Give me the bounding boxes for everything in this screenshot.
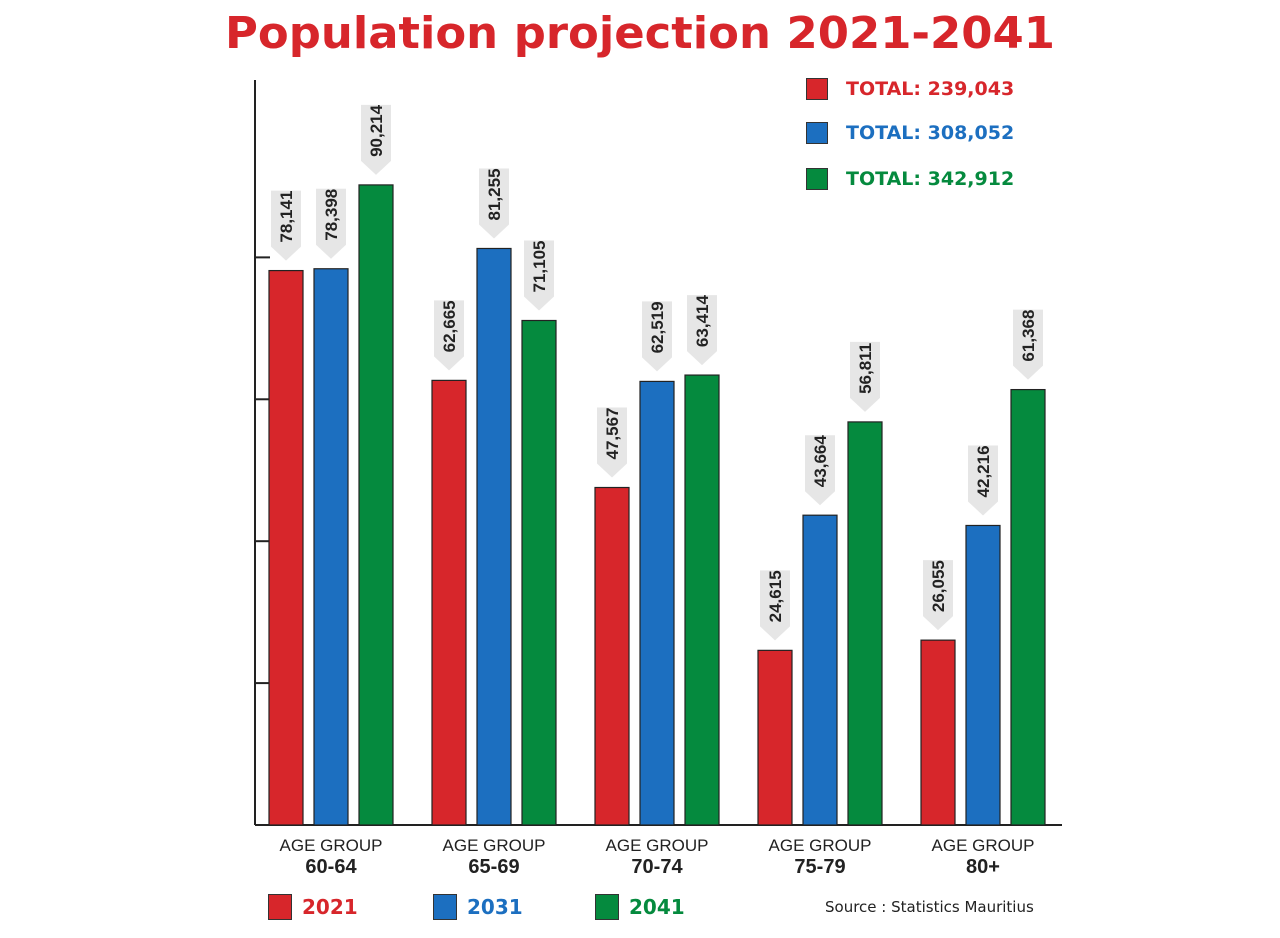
data-label: 61,368 xyxy=(1019,310,1038,362)
category-label: AGE GROUP 70-74 xyxy=(605,836,709,878)
data-label-callout xyxy=(434,300,464,371)
data-label-callout xyxy=(361,104,391,175)
data-label-callout xyxy=(760,570,790,641)
data-label: 47,567 xyxy=(603,408,622,460)
category-label: AGE GROUP 65-69 xyxy=(442,836,546,878)
data-label: 78,398 xyxy=(322,189,341,241)
legend-total-text: TOTAL: 308,052 xyxy=(846,122,1015,144)
legend-item-2041: 2041 xyxy=(595,894,685,920)
bar-2031 xyxy=(476,247,512,826)
legend-item-2031: 2031 xyxy=(433,894,523,920)
data-label: 81,255 xyxy=(485,168,504,220)
bar-2031 xyxy=(802,514,838,826)
data-label-callout xyxy=(968,445,998,516)
legend-swatch-2031 xyxy=(433,894,457,920)
legend-swatch-2031 xyxy=(806,122,828,144)
data-label-callout xyxy=(642,301,672,372)
legend-item-2021: 2021 xyxy=(268,894,358,920)
bar-2041 xyxy=(1010,388,1046,826)
category-label: AGE GROUP 75-79 xyxy=(768,836,872,878)
data-label-callout xyxy=(805,435,835,506)
source-note: Source : Statistics Mauritius xyxy=(825,898,1034,916)
data-label: 90,214 xyxy=(367,104,386,157)
data-label: 24,615 xyxy=(766,570,785,622)
data-label-callout xyxy=(1013,309,1043,380)
bar-2021 xyxy=(431,379,467,826)
data-label-callout xyxy=(316,188,346,259)
data-label: 43,664 xyxy=(811,435,830,488)
bar-2041 xyxy=(684,374,720,826)
legend-total-text: TOTAL: 239,043 xyxy=(846,78,1015,100)
bar-2041 xyxy=(847,421,883,826)
bar-2021 xyxy=(594,486,630,826)
bar-2031 xyxy=(313,268,349,826)
data-label: 26,055 xyxy=(929,560,948,612)
legend-swatch-2021 xyxy=(806,78,828,100)
bar-2031 xyxy=(965,524,1001,826)
bar-2031 xyxy=(639,380,675,826)
legend-total-2021: TOTAL: 239,043 xyxy=(806,78,1014,100)
legend-total-2031: TOTAL: 308,052 xyxy=(806,122,1014,144)
data-label: 42,216 xyxy=(974,445,993,497)
data-label: 56,811 xyxy=(856,343,875,394)
bar-2021 xyxy=(268,269,304,826)
data-label-callout xyxy=(271,190,301,261)
data-label-callout xyxy=(479,168,509,239)
data-label-callout xyxy=(850,341,880,412)
data-label-callout xyxy=(524,240,554,311)
bar-2021 xyxy=(920,639,956,826)
legend-swatch-2041 xyxy=(595,894,619,920)
data-label: 63,414 xyxy=(693,295,712,348)
data-label: 62,665 xyxy=(440,300,459,352)
data-label-callout xyxy=(687,295,717,366)
category-label: AGE GROUP 60-64 xyxy=(279,836,383,878)
category-label: AGE GROUP 80+ xyxy=(931,836,1035,878)
bar-2021 xyxy=(757,649,793,826)
legend-swatch-2021 xyxy=(268,894,292,920)
legend-total-2041: TOTAL: 342,912 xyxy=(806,168,1014,190)
data-label: 62,519 xyxy=(648,301,667,353)
bar-2041 xyxy=(521,319,557,826)
chart-title: Population projection 2021-2041 xyxy=(225,8,1055,59)
data-label-callout xyxy=(597,407,627,478)
data-label-callout xyxy=(923,560,953,631)
legend-total-text: TOTAL: 342,912 xyxy=(846,168,1015,190)
data-label: 78,141 xyxy=(277,191,296,243)
legend-swatch-2041 xyxy=(806,168,828,190)
bar-2041 xyxy=(358,184,394,826)
data-label: 71,105 xyxy=(530,240,549,292)
